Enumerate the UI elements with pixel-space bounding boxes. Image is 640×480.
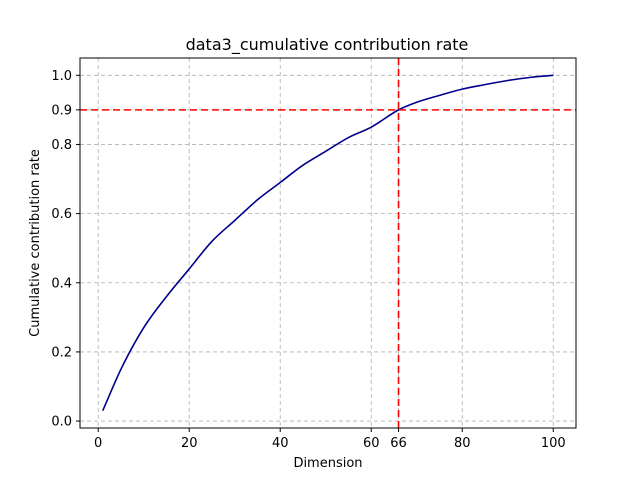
y-tick-label: 1.0: [51, 69, 72, 84]
grid: [80, 58, 576, 428]
ticks: 0 20 40 60 66 80 100 0.0 0.2 0.4 0.6 0.8 0.9 1.0: [51, 69, 565, 451]
y-axis-label: Cumulative contribution rate: [28, 149, 43, 337]
x-tick-label: 60: [363, 436, 380, 451]
cumulative-contribution-line: [102, 74, 554, 412]
reference-lines: [80, 58, 576, 428]
x-axis-label: Dimension: [293, 456, 362, 471]
y-tick-label: 0.0: [51, 415, 72, 430]
y-tick-label: 0.9: [51, 103, 72, 118]
x-tick-label: 40: [272, 436, 289, 451]
series-layer: [102, 74, 554, 412]
x-tick-label: 100: [541, 436, 566, 451]
chart-title: data3_cumulative contribution rate: [186, 35, 469, 55]
x-tick-label: 66: [390, 436, 407, 451]
y-tick-label: 0.4: [51, 276, 72, 291]
x-tick-label: 80: [454, 436, 471, 451]
plot-frame: [79, 57, 577, 429]
y-tick-label: 0.6: [51, 207, 72, 222]
y-tick-label: 0.8: [51, 138, 72, 153]
x-tick-label: 0: [94, 436, 102, 451]
x-tick-label: 20: [181, 436, 198, 451]
y-tick-label: 0.2: [51, 345, 72, 360]
